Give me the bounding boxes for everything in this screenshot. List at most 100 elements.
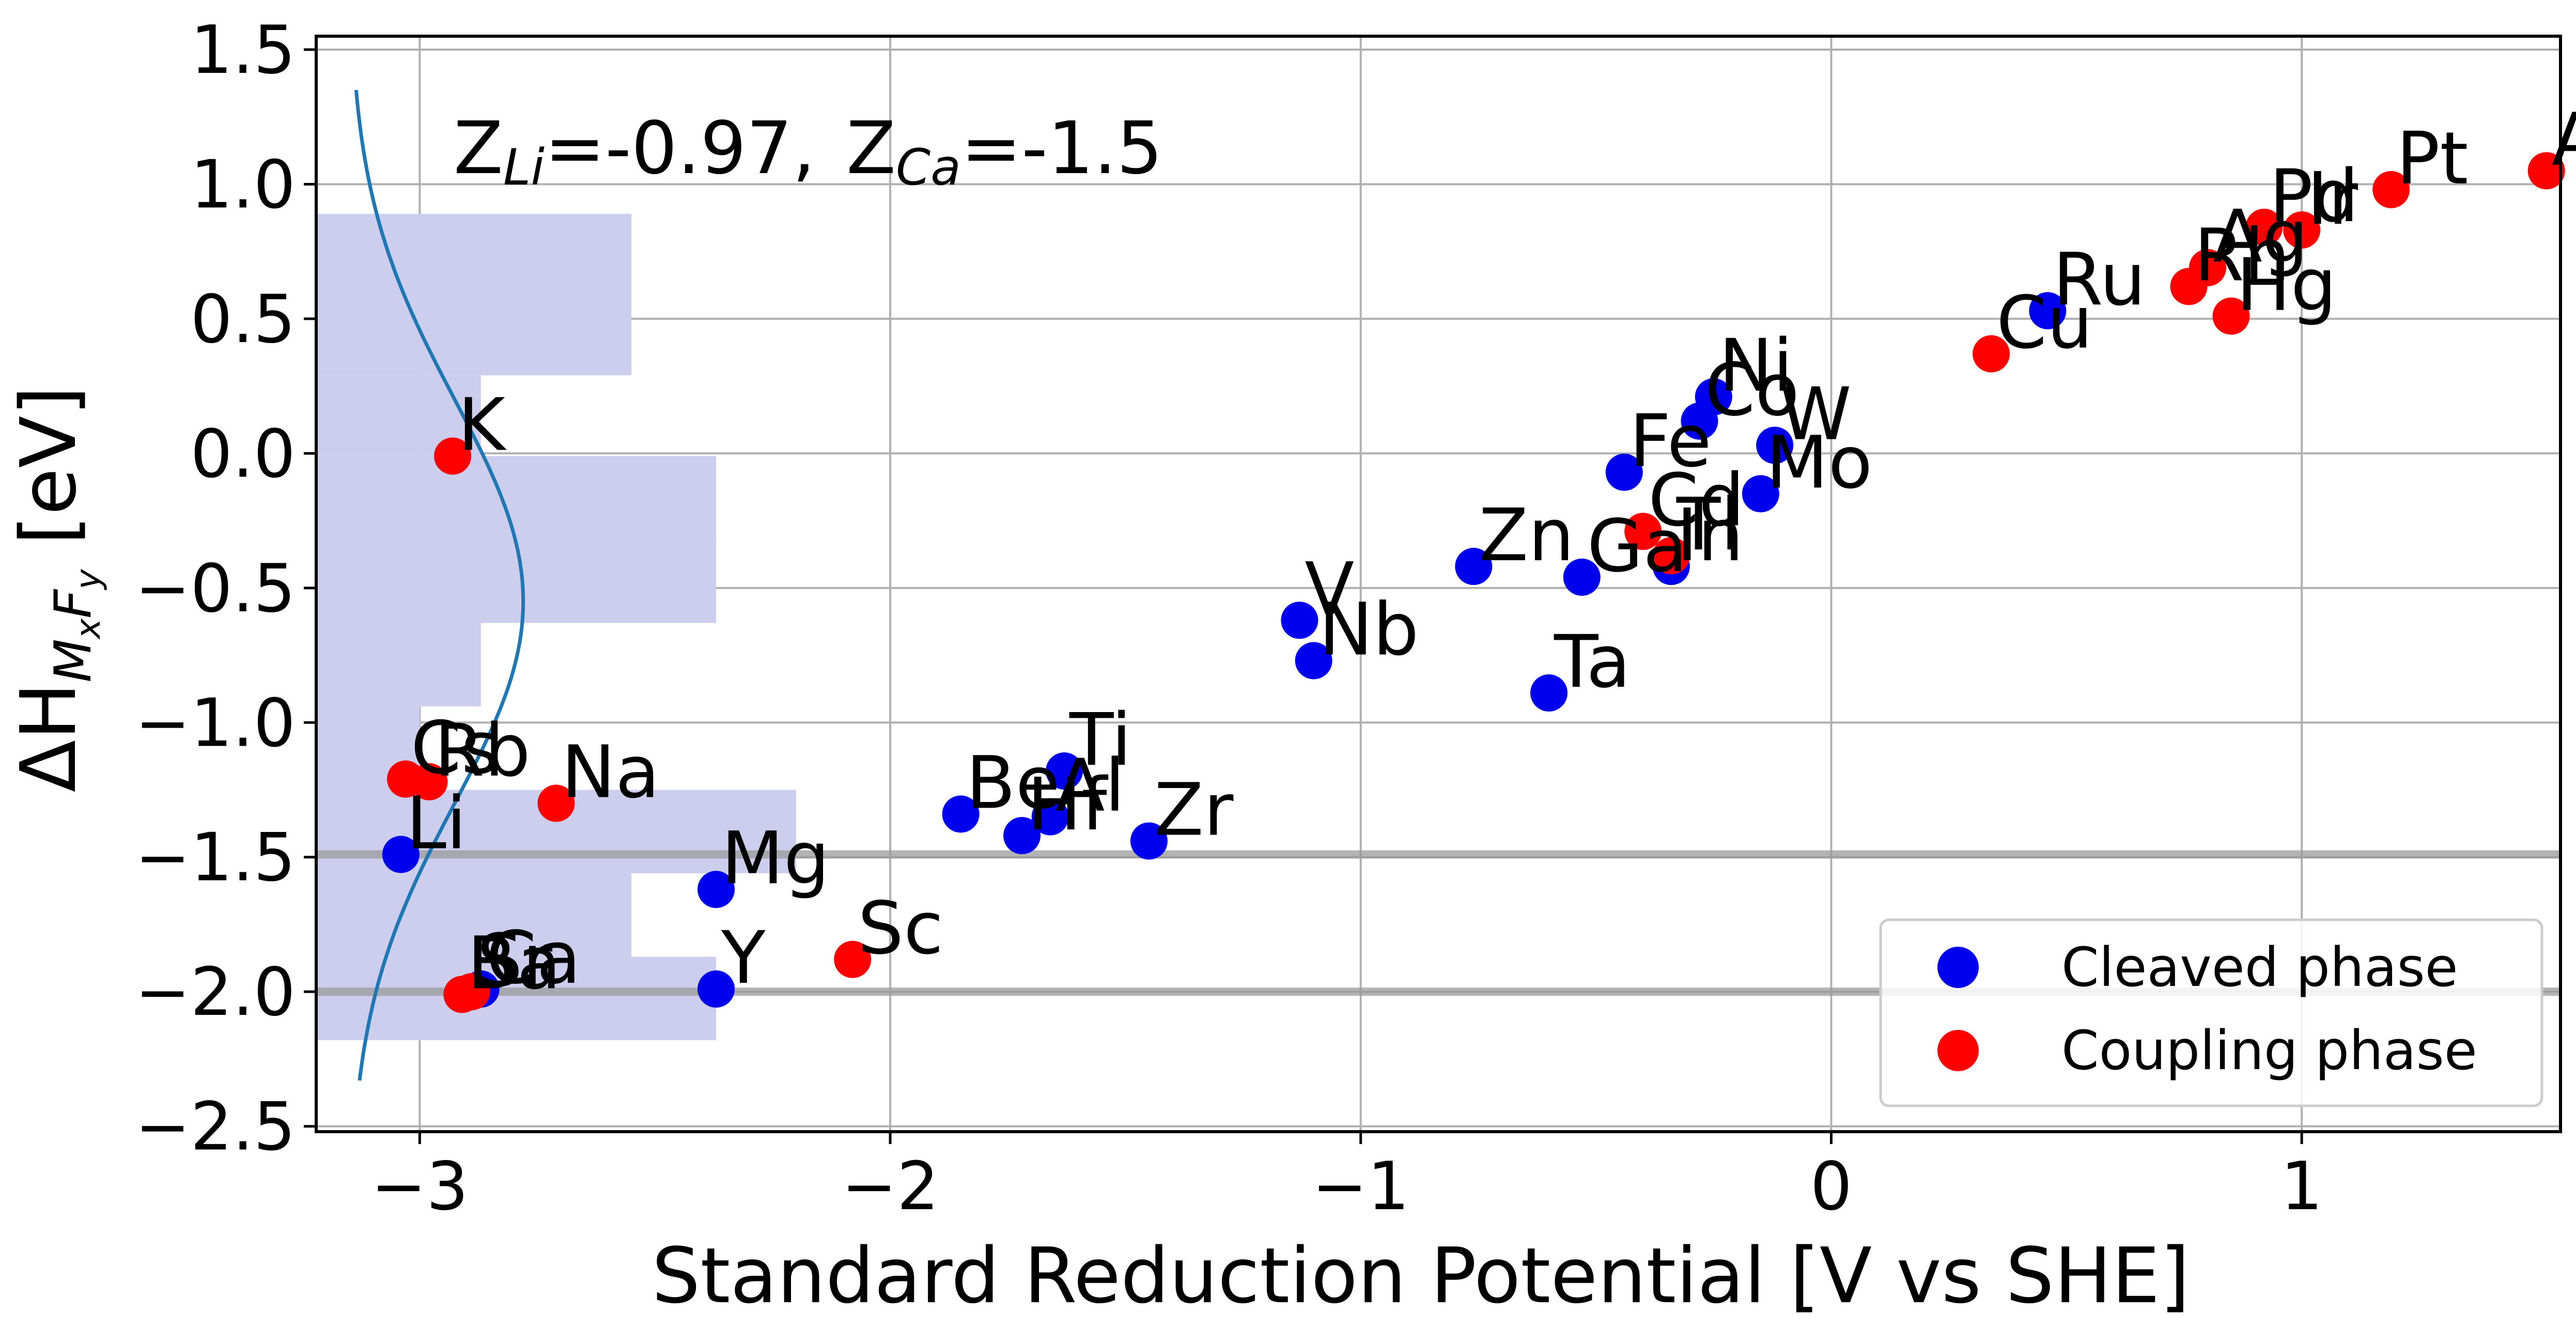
point-label-ba: Ba [467, 921, 561, 1006]
legend-box [1879, 918, 2543, 1107]
y-axis-label-unit: [eV] [4, 386, 93, 569]
data-point-na [537, 784, 575, 822]
point-label-co: Co [1704, 348, 1799, 433]
data-point-ta [1530, 674, 1568, 712]
x-tick-label: 0 [1810, 1148, 1852, 1225]
y-tick-label: 0.0 [190, 415, 296, 492]
grid-lines [316, 36, 2561, 1132]
point-labels: LiCaMgYBeHfAlTiZrVNbZnTaGaFeInCoNiMoWRuC… [406, 98, 2576, 1006]
legend: Cleaved phase Coupling phase [1879, 918, 2543, 1107]
point-label-na: Na [561, 731, 660, 815]
data-point-pt [2372, 171, 2410, 208]
y-axis-label-sub-x: x [68, 618, 108, 640]
data-point-nb [1295, 642, 1332, 680]
point-label-li: Li [406, 781, 467, 866]
y-tick-label: −2.5 [135, 1089, 296, 1166]
data-point-li [382, 836, 420, 873]
point-label-rh: Rh [2194, 213, 2290, 298]
y-tick-label: 1.5 [190, 12, 296, 89]
axis-ticks: −3 −2 −1 0 1 −2.5 −2.0 −1.5 −1.0 −0.5 0.0 0.5 1.0 1.5 [135, 12, 2323, 1225]
data-point-fe [1605, 453, 1643, 491]
y-axis-label-sub-y: y [68, 569, 108, 591]
y-axis-label: ΔHMxFy [eV] [4, 386, 108, 792]
point-label-ta: Ta [1554, 620, 1631, 704]
point-label-mo: Mo [1766, 421, 1872, 505]
histogram-bar [316, 623, 481, 707]
legend-label-cleaved: Cleaved phase [2061, 936, 2458, 999]
density-curve [354, 89, 525, 1081]
histogram-bar [316, 873, 632, 957]
y-tick-label: 1.0 [190, 146, 296, 223]
data-point-y [697, 970, 735, 1008]
data-point-ga [1563, 558, 1601, 596]
point-label-cu: Cu [1996, 281, 2092, 365]
annotation-ca-sub: Ca [896, 138, 961, 196]
data-point-rb [410, 763, 448, 800]
x-tick-label: −2 [842, 1148, 939, 1225]
point-label-ag: Ag [2213, 195, 2308, 279]
annotation: ZLi=-0.97, ZCa=-1.5 [454, 106, 1162, 196]
point-label-v: V [1305, 547, 1354, 631]
data-point-ni [1695, 378, 1732, 415]
y-tick-label: −1.0 [135, 685, 296, 762]
data-point-zr [1130, 822, 1168, 860]
x-tick-label: −1 [1312, 1148, 1409, 1225]
data-point-zn [1455, 548, 1493, 585]
data-point-ru [2029, 292, 2067, 330]
y-tick-label: −1.5 [135, 820, 296, 897]
data-point-be [942, 795, 980, 833]
x-axis-label: Standard Reduction Potential [V vs SHE] [652, 1231, 2190, 1320]
point-label-cs: Cs [411, 706, 499, 791]
point-label-zr: Zr [1154, 768, 1234, 852]
data-point-k [434, 437, 472, 475]
point-label-be: Be [966, 741, 1060, 825]
point-label-pt: Pt [2396, 117, 2468, 201]
data-point-tl [1652, 537, 1690, 575]
point-label-rb: Rb [434, 709, 531, 793]
legend-marker-coupling [1937, 1030, 1979, 1071]
x-tick-label: 1 [2280, 1148, 2322, 1225]
point-label-w: W [1780, 373, 1851, 457]
point-label-ti: Ti [1069, 698, 1131, 782]
point-label-pd: Pd [2269, 155, 2358, 239]
histogram-bar [316, 456, 717, 540]
point-label-y: Y [721, 916, 766, 1000]
data-point-hg [2212, 297, 2250, 335]
point-label-tl: Tl [1676, 483, 1741, 567]
point-label-al: Al [1056, 744, 1125, 828]
data-point-sr [453, 973, 490, 1011]
annotation-z-ca: Z [846, 106, 896, 191]
data-point-mo [1742, 475, 1779, 513]
annotation-li-value: =-0.97, [545, 106, 815, 191]
data-point-ti [1046, 752, 1083, 790]
annotation-ca-value: =-1.5 [961, 106, 1162, 191]
point-label-mg: Mg [721, 816, 830, 901]
data-points [382, 152, 2565, 1013]
annotation-z-li: Z [454, 106, 503, 191]
legend-marker-cleaved [1937, 947, 1979, 988]
data-point-w [1756, 426, 1794, 464]
point-label-in: In [1677, 493, 1744, 578]
point-label-ni: Ni [1719, 324, 1793, 408]
y-tick-label: 0.5 [190, 281, 296, 358]
point-label-k: K [458, 383, 507, 468]
y-axis-label-base: ΔH [4, 683, 93, 793]
data-point-cu [1973, 335, 2010, 373]
point-label-hf: Hf [1027, 763, 1108, 847]
y-tick-label: −0.5 [135, 550, 296, 627]
point-label-fe: Fe [1630, 399, 1712, 484]
annotation-li-sub: Li [503, 138, 545, 196]
point-label-au: Au [2552, 98, 2576, 182]
y-axis-label-sub-f: F [44, 589, 103, 619]
density-curve-line [354, 89, 525, 1081]
point-label-cd: Cd [1648, 458, 1745, 543]
point-label-ca: Ca [486, 916, 581, 1000]
data-point-au [2527, 152, 2565, 190]
data-point-mg [697, 871, 735, 908]
data-point-cd [1624, 513, 1662, 550]
point-label-ru: Ru [2053, 238, 2146, 322]
point-label-zn: Zn [1479, 493, 1574, 578]
data-point-ag [2189, 249, 2226, 286]
y-axis-label-sub-m: M [44, 639, 103, 683]
